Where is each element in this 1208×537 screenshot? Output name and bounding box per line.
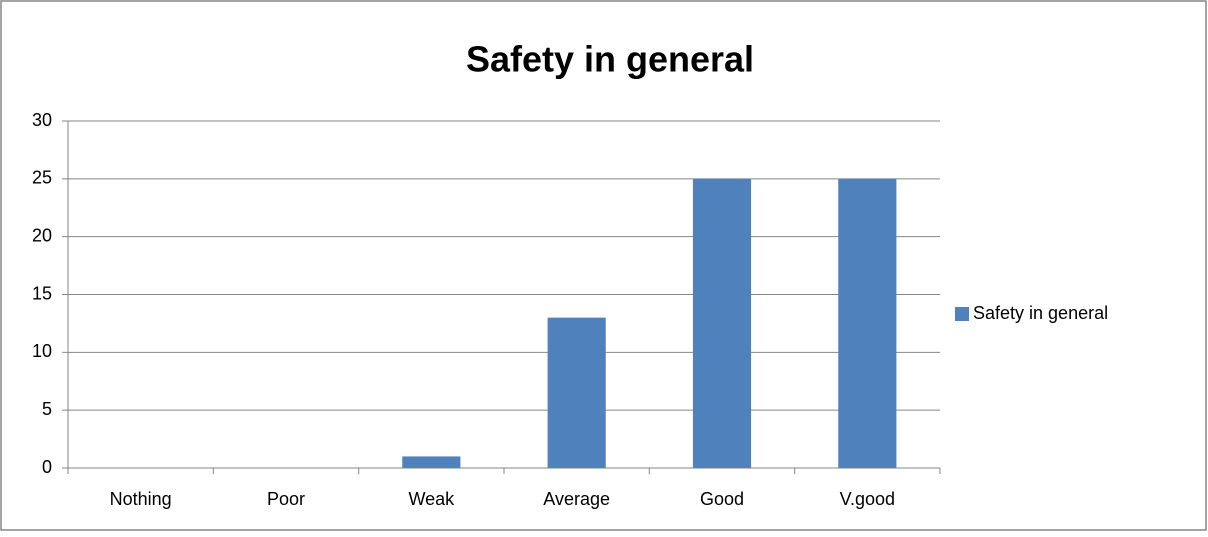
y-tick-label: 15 (32, 283, 52, 303)
y-tick-label: 25 (32, 168, 52, 188)
y-tick-label: 10 (32, 341, 52, 361)
y-tick-label: 0 (42, 457, 52, 477)
y-tick-label: 30 (32, 110, 52, 130)
x-tick-label: Good (700, 489, 744, 509)
y-tick-label: 20 (32, 225, 52, 245)
legend-label: Safety in general (973, 303, 1108, 323)
x-tick-label: Nothing (110, 489, 172, 509)
x-tick-label: Average (543, 489, 610, 509)
chart-title: Safety in general (466, 39, 754, 80)
x-tick-label: Poor (267, 489, 305, 509)
x-tick-label: V.good (840, 489, 895, 509)
bar (692, 178, 752, 469)
bar (547, 317, 606, 468)
legend-swatch (955, 307, 969, 321)
bar (402, 456, 461, 468)
bar (838, 178, 897, 469)
x-tick-label: Weak (408, 489, 455, 509)
y-tick-label: 5 (42, 399, 52, 419)
